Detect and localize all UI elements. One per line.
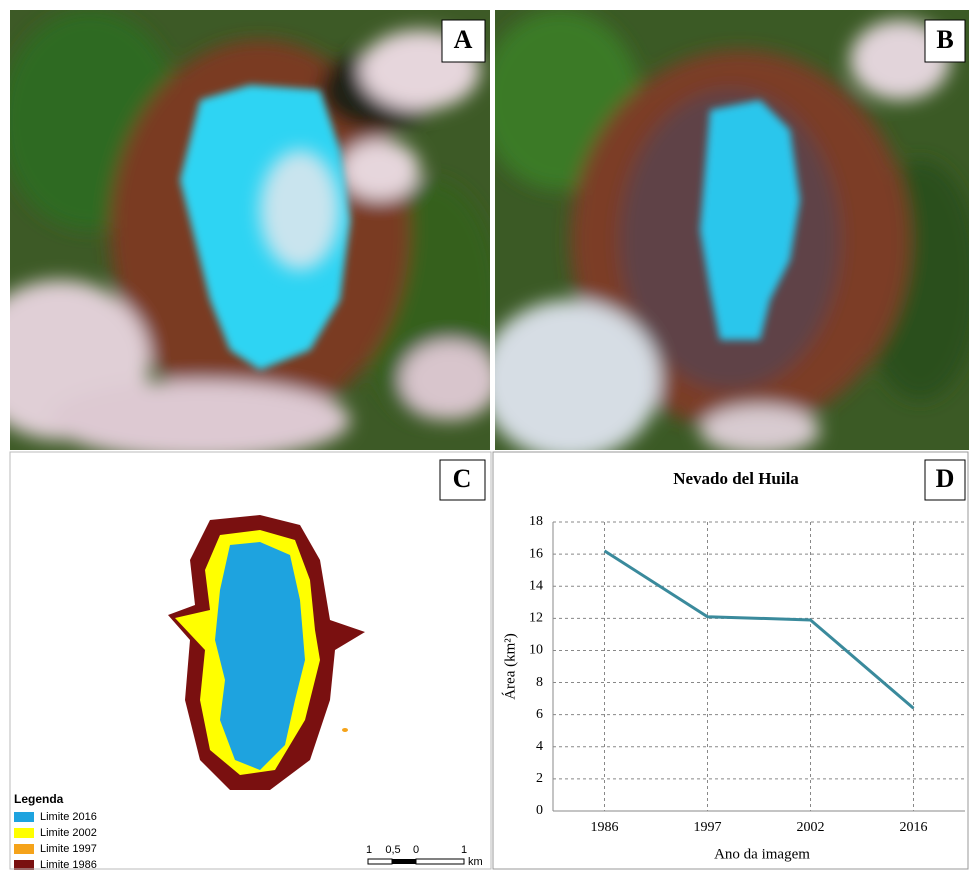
y-tick-label: 2	[536, 771, 543, 786]
panel-label: A	[454, 25, 473, 54]
y-tick-label: 6	[536, 707, 543, 722]
legend-label: Limite 1997	[40, 843, 97, 855]
legend-label: Limite 2002	[40, 827, 97, 839]
panel-label: C	[453, 464, 472, 493]
x-tick-label: 1997	[694, 820, 722, 835]
legend-swatch	[14, 844, 34, 854]
glacier-map	[10, 452, 490, 870]
x-tick-label: 2002	[797, 820, 825, 835]
line	[605, 551, 914, 708]
scale-label: 1	[461, 844, 467, 856]
y-tick-label: 16	[529, 546, 543, 561]
y-tick-label: 0	[536, 803, 543, 818]
scale-bar	[368, 859, 464, 864]
y-tick-label: 18	[529, 514, 543, 529]
figure: Legenda Limite 2016 Limite 2002 Limite 1997…	[0, 0, 969, 870]
panel-border	[493, 452, 968, 869]
y-axis-label: Área (km²)	[501, 633, 518, 700]
scale-label: 0	[413, 844, 419, 856]
y-tick-label: 10	[529, 643, 543, 658]
x-tick-label: 2016	[900, 820, 928, 835]
panel-label: D	[936, 464, 955, 493]
y-tick-label: 14	[529, 578, 543, 593]
panel-label: B	[936, 25, 953, 54]
legend-label: Limite 1986	[40, 859, 97, 870]
legend-swatch	[14, 828, 34, 838]
y-tick-label: 12	[529, 611, 543, 626]
scale-label: 1	[366, 844, 372, 856]
legend-swatch	[14, 812, 34, 822]
legend-title: Legenda	[14, 792, 64, 806]
x-axis-label: Ano da imagem	[714, 846, 810, 862]
satellite-image-a	[0, 10, 500, 460]
satellite-image-b	[480, 10, 969, 460]
x-tick-label: 1986	[591, 820, 619, 835]
chart-title: Nevado del Huila	[673, 469, 799, 488]
y-tick-label: 8	[536, 675, 543, 690]
legend-label: Limite 2016	[40, 811, 97, 823]
y-tick-label: 4	[536, 739, 543, 754]
scale-label: 0,5	[385, 844, 400, 856]
scale-unit: km	[468, 856, 483, 868]
